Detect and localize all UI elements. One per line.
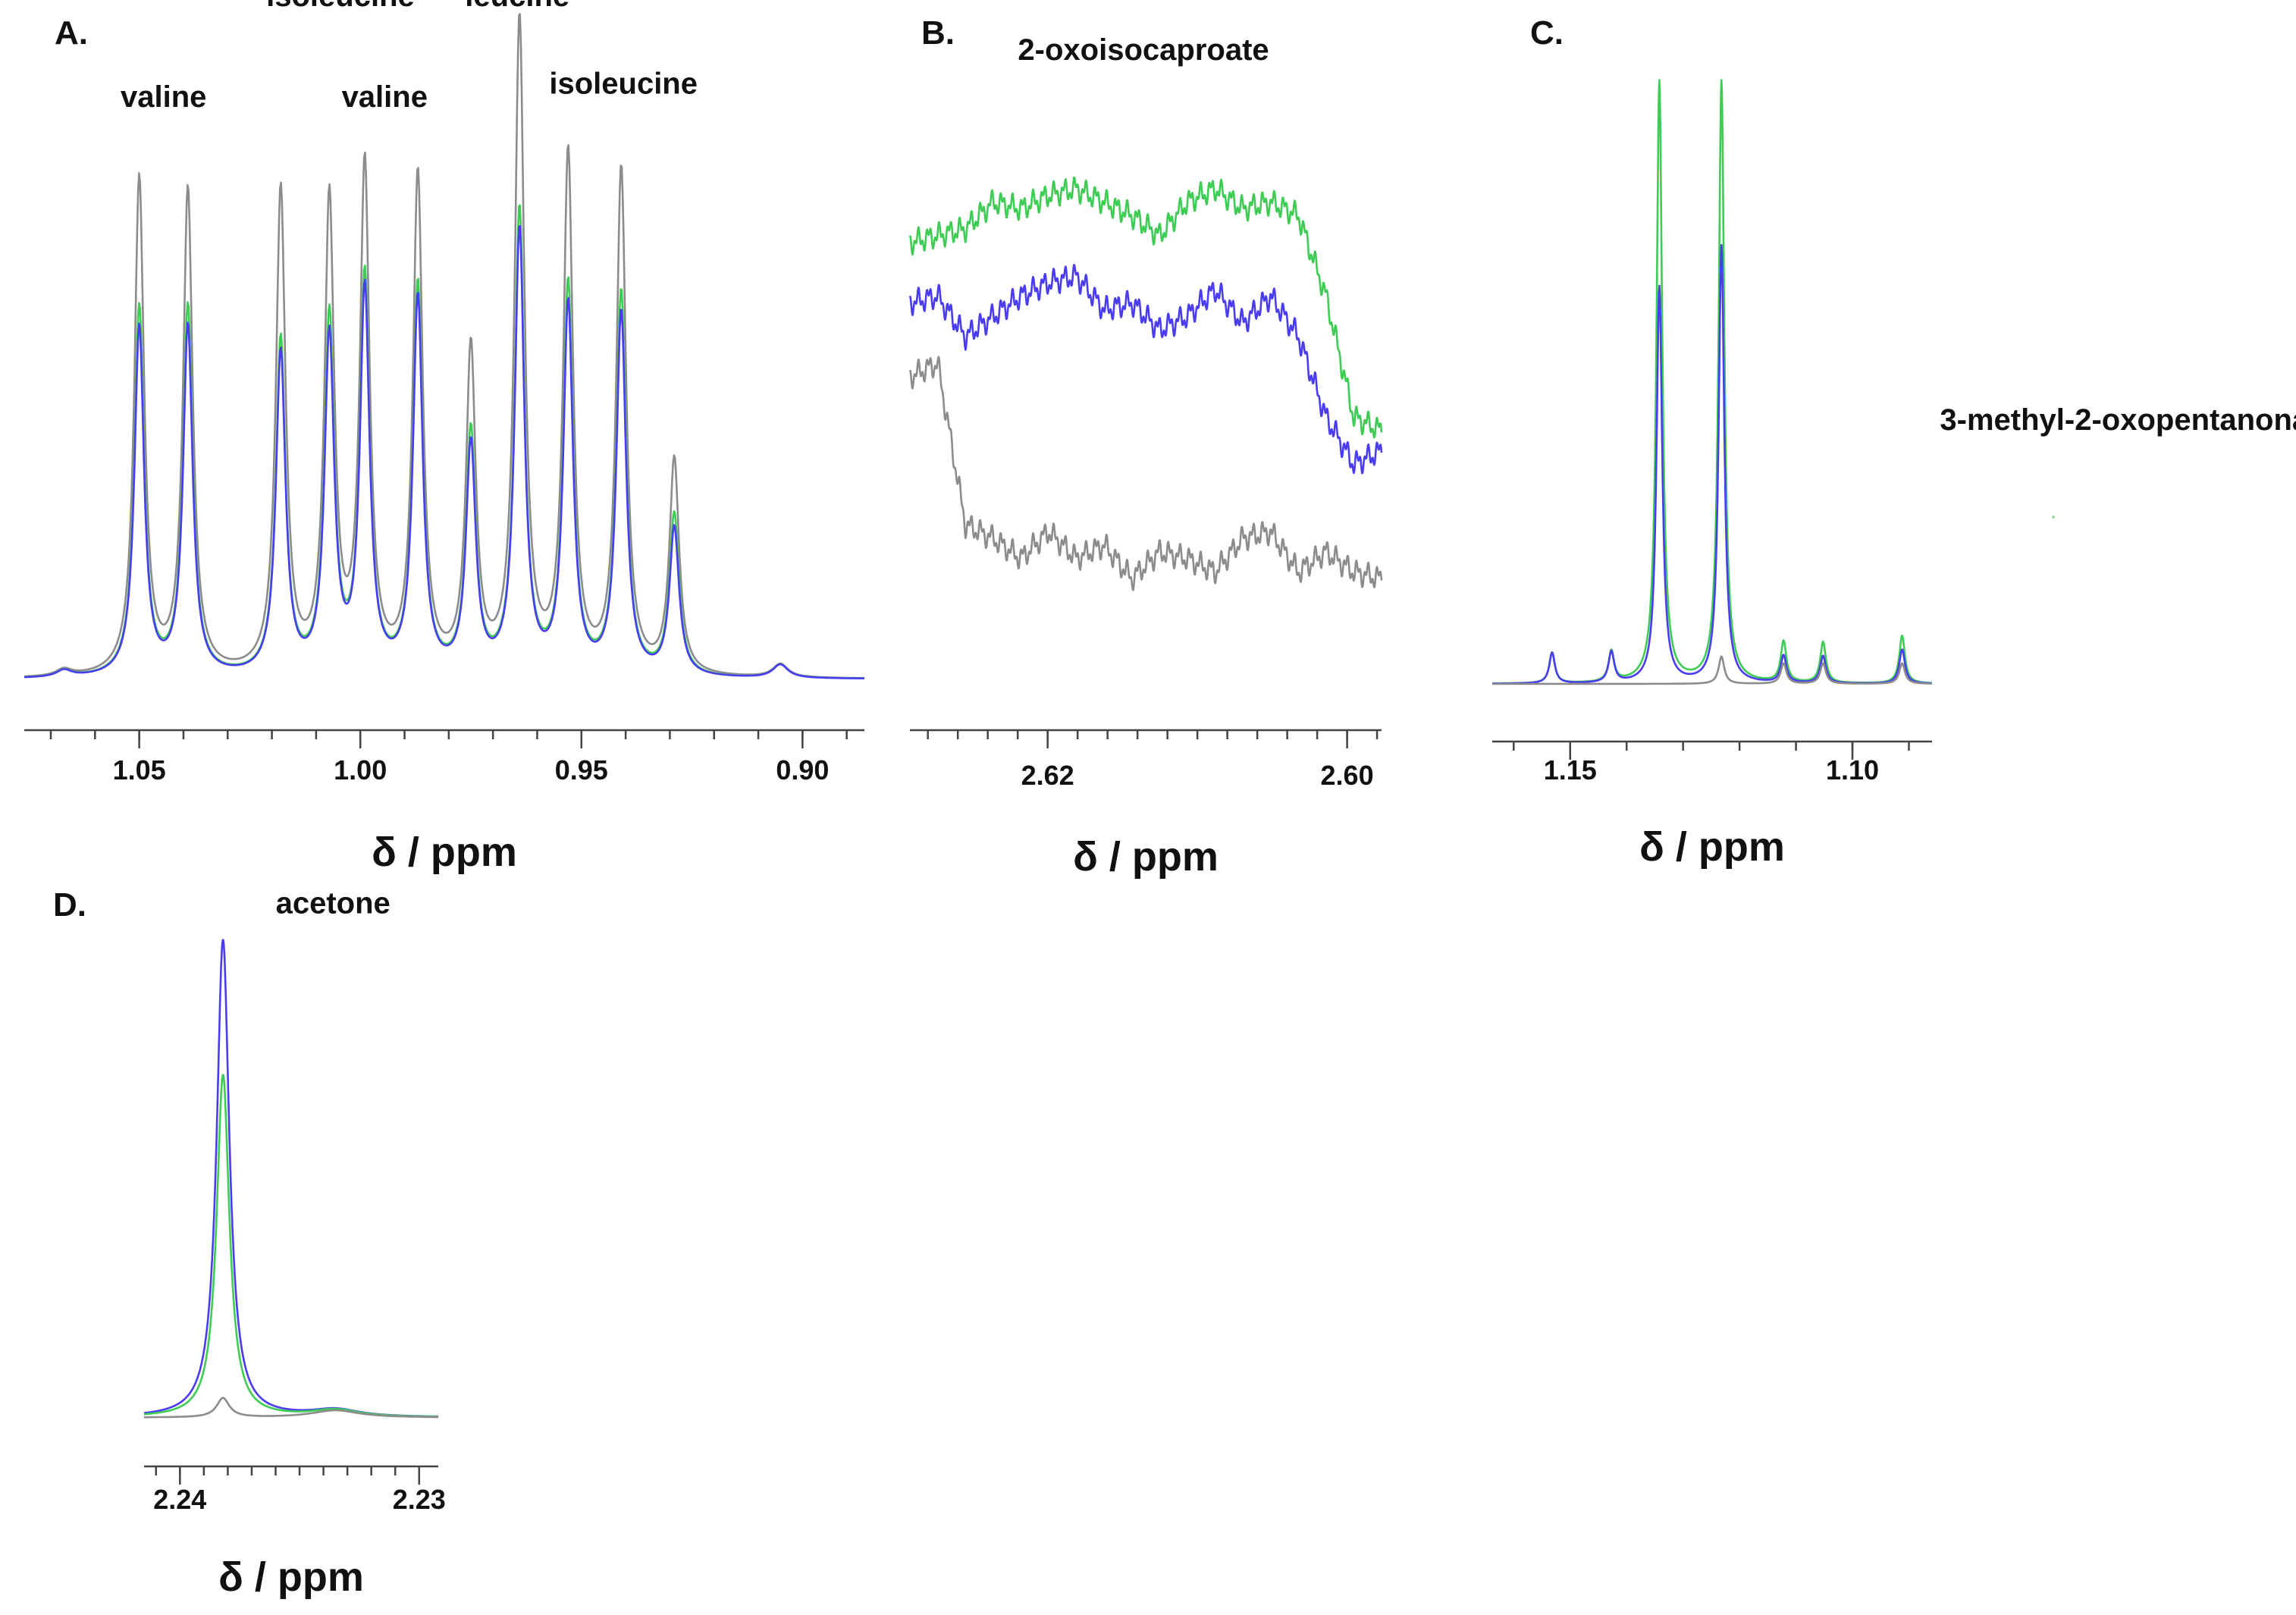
trace-blue (143, 939, 439, 1418)
peak-annotation: 3-methyl-2-oxopentanonate (1940, 403, 2296, 437)
x-axis-title: δ / ppm (218, 1554, 364, 1600)
trace-blue (24, 224, 865, 680)
tick-label: 1.10 (1826, 754, 1879, 786)
panel-b: B. 2.62 2.60 δ / ppm 2-oxoisocaproate (908, 14, 1383, 880)
tick-label: 0.95 (555, 754, 608, 786)
x-axis-title: δ / ppm (372, 829, 517, 875)
trace-green (1491, 79, 1933, 685)
trace-green (908, 176, 1383, 439)
trace-gray (908, 356, 1383, 591)
trace-gray (24, 13, 865, 679)
trace-gray (143, 1397, 439, 1419)
peak-annotation: 2-oxoisocaproate (1018, 33, 1269, 67)
trace-gray (1491, 655, 1933, 685)
panel-d: D. 2.24 2.23 δ / ppm acetone (53, 886, 446, 1600)
trace-blue (908, 264, 1383, 475)
peak-annotation: valine (121, 80, 206, 114)
tick-label: 2.23 (393, 1484, 446, 1515)
tick-label: 1.00 (334, 754, 387, 786)
panel-a: A. 1.05 1.00 0.95 0.90 δ / ppm valine isoleucin… (24, 0, 865, 875)
panel-label: C. (1530, 14, 1564, 52)
panel-c: C.1.151.10δ / ppm2-oxoisovalerate3-methy… (1491, 14, 2296, 870)
tick-label: 1.05 (113, 754, 166, 786)
tick-label: 0.90 (776, 754, 829, 786)
tick-label: 2.62 (1021, 760, 1074, 791)
peak-annotation: leucine (465, 0, 569, 13)
stray-dot (2052, 516, 2055, 519)
peak-annotation: isoleucine (549, 67, 698, 100)
x-axis-title: δ / ppm (1073, 834, 1219, 880)
peak-annotation: acetone (276, 887, 391, 920)
peak-annotation: valine (342, 80, 428, 114)
tick-label: 1.15 (1544, 754, 1597, 786)
trace-green (24, 204, 865, 679)
trace-green (143, 1074, 439, 1418)
peak-annotation: isoleucine (266, 0, 415, 13)
panel-label: B. (921, 14, 955, 52)
panel-label: A. (55, 14, 88, 52)
tick-label: 2.60 (1321, 760, 1374, 791)
x-axis-title: δ / ppm (1639, 824, 1785, 870)
tick-label: 2.24 (153, 1484, 206, 1515)
panel-label: D. (53, 886, 86, 924)
